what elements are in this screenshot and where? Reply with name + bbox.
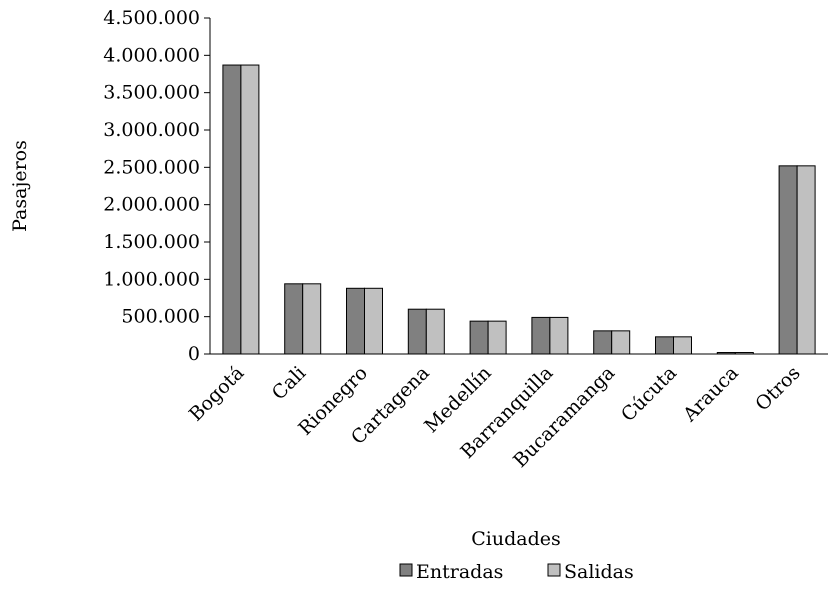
- bar-entradas-2: [284, 283, 304, 355]
- bar-salidas-1: [240, 64, 260, 355]
- x-tick-label: Cúcuta: [617, 362, 681, 426]
- y-tick-label: 2.000.000: [103, 194, 200, 216]
- bar-salidas-2: [302, 283, 322, 355]
- x-tick-label: Otros: [751, 362, 804, 415]
- bar-entradas-5: [469, 320, 489, 355]
- bar-entradas-8: [655, 336, 674, 355]
- bar-salidas-5: [487, 320, 507, 355]
- legend-swatch-entradas: [399, 563, 413, 577]
- bar-entradas-4: [407, 308, 427, 355]
- y-tick-label: 0: [188, 343, 200, 365]
- x-tick-label: Arauca: [678, 362, 743, 427]
- x-tick-label: Bogotá: [185, 362, 249, 426]
- y-tick-label: 4.000.000: [103, 44, 200, 66]
- bar-entradas-6: [531, 316, 551, 355]
- x-tick-label: Cali: [268, 362, 310, 404]
- legend-swatch-salidas: [547, 563, 561, 577]
- y-axis-ticks: 0 500.000 1.000.000 1.500.000 2.000.000 2.500…: [103, 7, 210, 365]
- legend-label-salidas: Salidas: [564, 561, 634, 583]
- bar-entradas-3: [346, 287, 365, 355]
- y-tick-label: 2.500.000: [103, 156, 200, 178]
- bar-salidas-6: [549, 316, 569, 355]
- y-tick-label: 3.500.000: [103, 82, 200, 104]
- bar-entradas-1: [222, 64, 242, 355]
- legend-label-entradas: Entradas: [416, 561, 503, 583]
- y-tick-label: 4.500.000: [103, 7, 200, 29]
- y-axis-title: Pasajeros: [9, 140, 31, 232]
- bar-salidas-7: [611, 330, 631, 355]
- legend: Entradas Salidas: [399, 561, 634, 583]
- y-tick-label: 1.000.000: [103, 268, 200, 290]
- bar-entradas-10: [778, 165, 798, 355]
- x-axis-tick-labels: Bogotá CaliRionegroCartagenaMedellínBarra…: [185, 362, 805, 472]
- bar-salidas-10: [796, 165, 816, 355]
- y-tick-label: 500.000: [121, 306, 200, 328]
- bars: [222, 64, 816, 355]
- y-tick-label: 3.000.000: [103, 119, 200, 141]
- bar-salidas-3: [364, 287, 383, 355]
- y-tick-label: 1.500.000: [103, 231, 200, 253]
- bar-salidas-4: [425, 308, 445, 355]
- bar-salidas-8: [673, 336, 692, 355]
- bar-entradas-7: [593, 330, 613, 355]
- x-axis-title: Ciudades: [471, 528, 561, 550]
